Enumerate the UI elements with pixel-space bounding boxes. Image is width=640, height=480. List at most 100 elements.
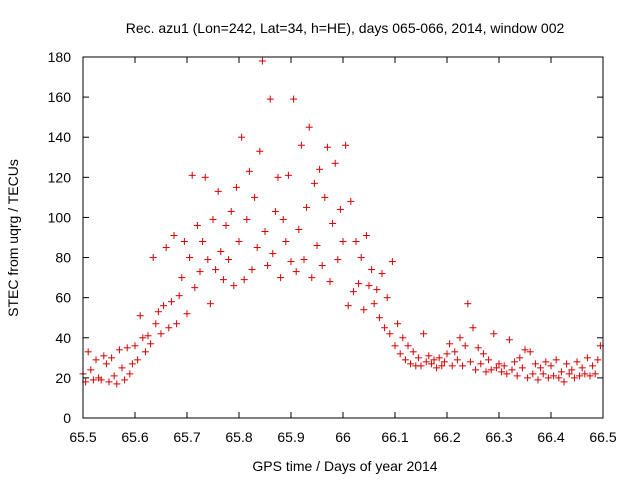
data-point <box>425 352 433 360</box>
data-point <box>271 207 279 215</box>
data-point <box>329 219 337 227</box>
data-point <box>230 282 238 290</box>
data-point <box>589 362 597 370</box>
data-point <box>399 334 407 342</box>
data-point <box>347 197 355 205</box>
data-point <box>113 380 121 388</box>
data-point <box>594 356 602 364</box>
data-point <box>305 123 313 131</box>
data-point <box>539 370 547 378</box>
data-point <box>355 280 363 288</box>
data-point <box>550 372 558 380</box>
data-point <box>308 274 316 282</box>
data-point <box>89 376 97 384</box>
x-tick-label: 66.4 <box>537 429 564 445</box>
x-tick-label: 66.1 <box>381 429 408 445</box>
data-point <box>479 350 487 358</box>
data-point <box>531 360 539 368</box>
data-point <box>516 354 524 362</box>
data-point <box>461 342 469 350</box>
data-point <box>274 173 282 181</box>
data-point <box>383 294 391 302</box>
data-point <box>344 302 352 310</box>
data-point <box>583 354 591 362</box>
data-point <box>487 366 495 374</box>
data-point <box>134 356 142 364</box>
data-point <box>446 340 454 348</box>
data-point <box>417 362 425 370</box>
data-point <box>552 356 560 364</box>
data-point <box>264 262 272 270</box>
x-tick-label: 66.3 <box>485 429 512 445</box>
data-point <box>573 358 581 366</box>
plot-frame <box>82 56 604 419</box>
data-point <box>238 133 246 141</box>
data-point <box>225 256 233 264</box>
data-point <box>204 256 212 264</box>
data-point <box>474 344 482 352</box>
data-point <box>375 314 383 322</box>
data-point <box>513 372 521 380</box>
data-point <box>248 266 256 274</box>
data-point <box>331 159 339 167</box>
data-point <box>435 354 443 362</box>
data-point <box>581 370 589 378</box>
data-point <box>524 374 532 382</box>
data-point <box>201 173 209 181</box>
data-point <box>521 346 529 354</box>
data-point <box>448 362 456 370</box>
data-point <box>404 342 412 350</box>
data-point <box>407 360 415 368</box>
data-point <box>565 370 573 378</box>
data-point <box>154 308 162 316</box>
data-point <box>472 366 480 374</box>
data-point <box>526 348 534 356</box>
data-point <box>570 374 578 382</box>
data-point <box>162 244 170 252</box>
data-point <box>430 356 438 364</box>
data-point <box>518 364 526 372</box>
data-point <box>128 360 136 368</box>
data-point <box>542 358 550 366</box>
data-point <box>170 231 178 239</box>
data-point <box>388 258 396 266</box>
data-point <box>357 254 365 262</box>
data-point <box>157 330 165 338</box>
data-point <box>222 221 230 229</box>
y-tick-label: 40 <box>55 330 71 346</box>
data-point <box>186 254 194 262</box>
data-point <box>503 370 511 378</box>
data-point <box>547 362 555 370</box>
data-point <box>206 300 214 308</box>
data-point <box>321 193 329 201</box>
data-point <box>235 238 243 246</box>
data-point <box>466 358 474 366</box>
data-point <box>318 262 326 270</box>
data-point <box>97 376 105 384</box>
data-point <box>500 362 508 370</box>
chart-title: Rec. azu1 (Lon=242, Lat=34, h=HE), days … <box>126 20 565 36</box>
data-point <box>505 336 513 344</box>
y-tick-label: 140 <box>48 129 72 145</box>
data-point <box>495 360 503 368</box>
data-point <box>420 330 428 338</box>
data-point <box>555 374 563 382</box>
y-tick-label: 60 <box>55 290 71 306</box>
data-point <box>469 324 477 332</box>
y-tick-label: 0 <box>63 410 71 426</box>
data-point <box>352 238 360 246</box>
data-point <box>529 370 537 378</box>
x-tick-label: 66.2 <box>433 429 460 445</box>
data-point <box>217 248 225 256</box>
data-point <box>557 368 565 376</box>
data-point <box>282 238 290 246</box>
data-point <box>251 193 259 201</box>
data-point <box>313 242 321 250</box>
data-point <box>492 364 500 372</box>
data-point <box>199 238 207 246</box>
data-point <box>136 312 144 320</box>
data-point <box>175 292 183 300</box>
data-point <box>183 310 191 318</box>
data-point <box>232 183 240 191</box>
data-point <box>427 360 435 368</box>
